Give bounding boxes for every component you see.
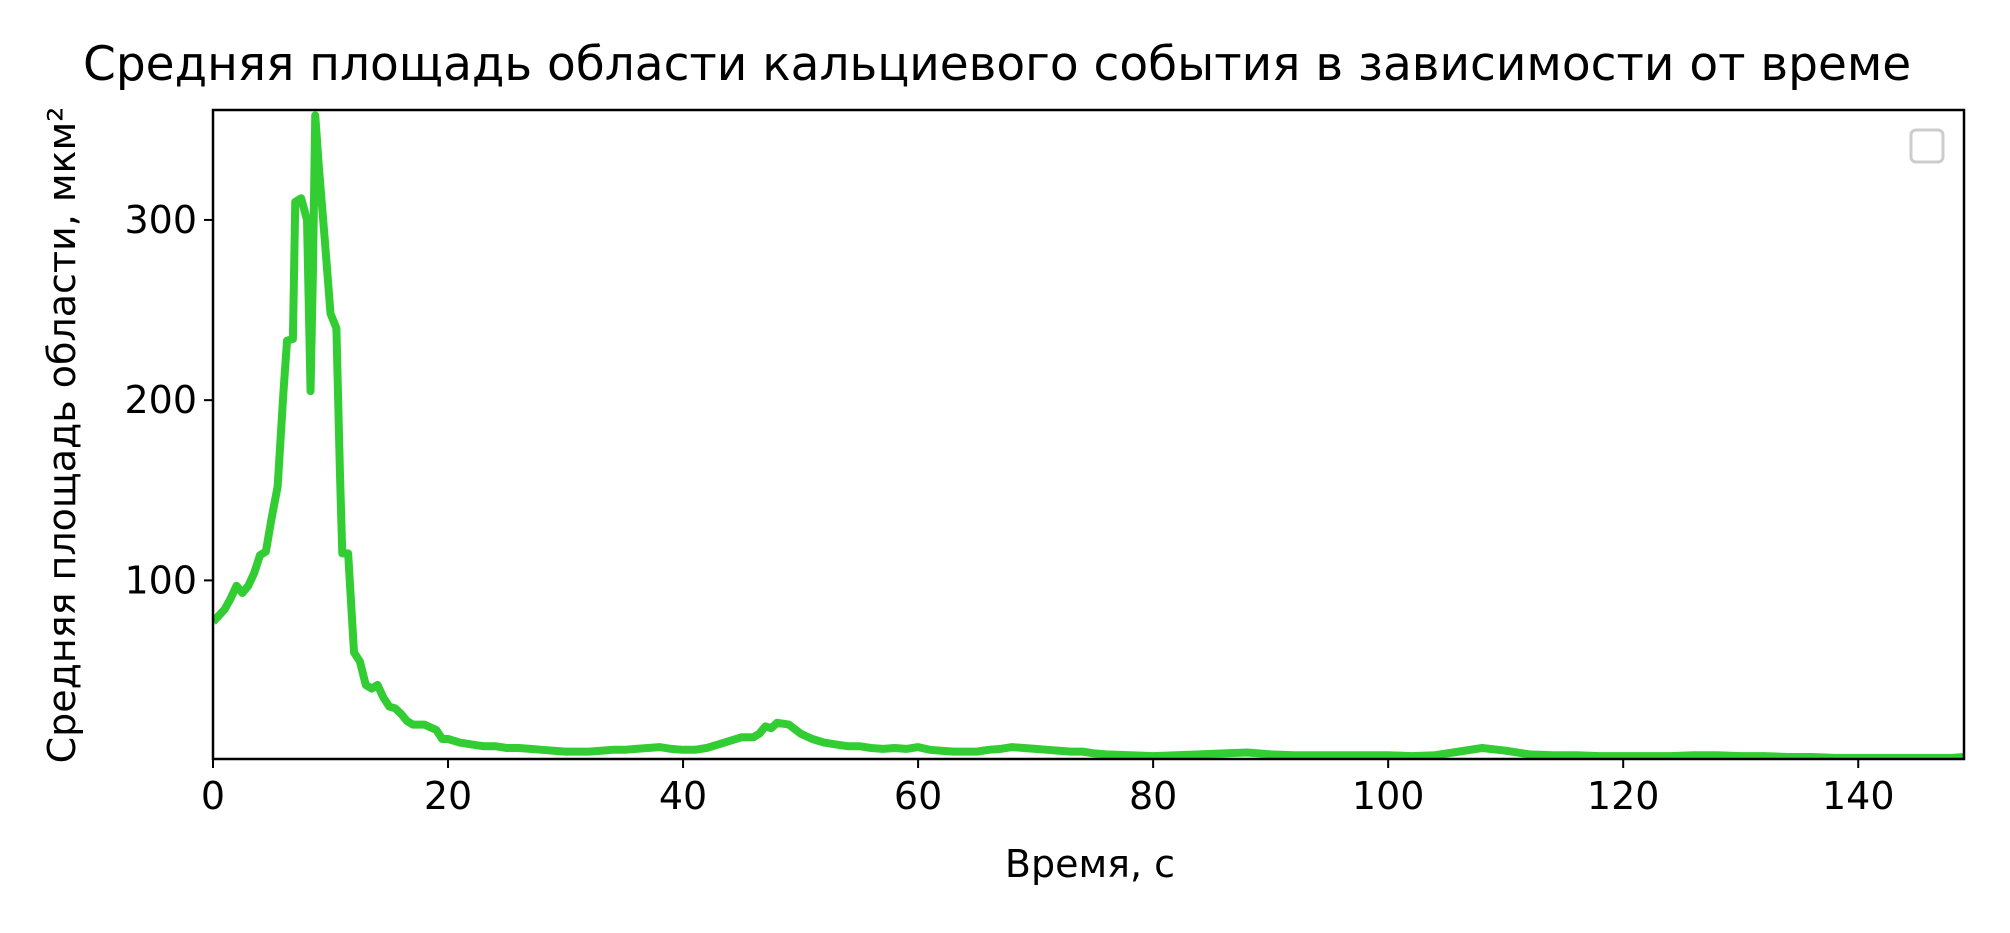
plot-frame xyxy=(211,108,1966,761)
x-tick-label: 0 xyxy=(201,774,225,818)
x-tick-label: 80 xyxy=(1129,774,1177,818)
x-axis-label: Время, с xyxy=(1005,842,1175,886)
x-tick-label: 120 xyxy=(1587,774,1660,818)
x-tick-label: 40 xyxy=(659,774,707,818)
legend-box xyxy=(1909,128,1945,164)
chart-title: Средняя площадь области кальциевого собы… xyxy=(83,37,1911,92)
x-tick-label: 20 xyxy=(424,774,472,818)
y-tick-label: 200 xyxy=(124,378,197,422)
y-tick-label: 300 xyxy=(124,198,197,242)
y-tick-label: 100 xyxy=(124,558,197,602)
x-tick-label: 140 xyxy=(1822,774,1895,818)
x-tick-label: 60 xyxy=(894,774,942,818)
x-tick-label: 100 xyxy=(1352,774,1425,818)
y-axis-label: Средняя площадь области, мкм² xyxy=(40,107,84,764)
data-line xyxy=(213,111,1964,759)
